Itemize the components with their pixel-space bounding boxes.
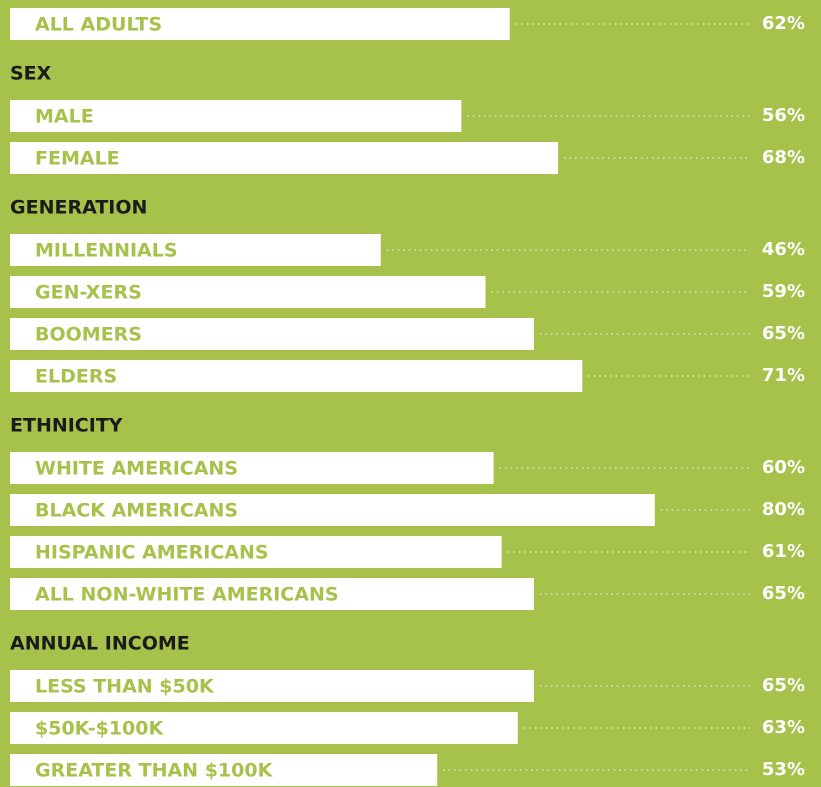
value-label: 61% <box>762 541 805 562</box>
category-label: ALL ADULTS <box>35 14 162 36</box>
bar <box>10 142 559 174</box>
category-label: ELDERS <box>35 366 117 388</box>
bar <box>10 670 534 702</box>
value-label: 63% <box>762 717 805 738</box>
value-label: 62% <box>762 13 805 34</box>
value-label: 80% <box>762 499 805 520</box>
category-label: HISPANIC AMERICANS <box>35 542 269 564</box>
bar <box>10 452 494 484</box>
value-label: 65% <box>762 323 805 344</box>
category-label: ALL NON-WHITE AMERICANS <box>35 584 339 606</box>
value-label: 71% <box>762 365 805 386</box>
value-label: 46% <box>762 239 805 260</box>
category-label: FEMALE <box>35 148 120 170</box>
bar <box>10 494 655 526</box>
value-label: 65% <box>762 675 805 696</box>
value-label: 53% <box>762 759 805 780</box>
category-label: $50K-$100K <box>35 718 164 740</box>
group-heading: ANNUAL INCOME <box>10 633 190 655</box>
value-label: 56% <box>762 105 805 126</box>
category-label: BLACK AMERICANS <box>35 500 238 522</box>
group-heading: SEX <box>10 63 52 85</box>
category-label: WHITE AMERICANS <box>35 458 238 480</box>
bar <box>10 318 534 350</box>
category-label: MILLENNIALS <box>35 240 178 262</box>
value-label: 68% <box>762 147 805 168</box>
bar <box>10 754 438 786</box>
value-label: 60% <box>762 457 805 478</box>
bar <box>10 276 486 308</box>
bar <box>10 578 534 610</box>
bar <box>10 360 583 392</box>
category-label: LESS THAN $50K <box>35 676 215 698</box>
value-label: 59% <box>762 281 805 302</box>
bar <box>10 100 462 132</box>
group-heading: ETHNICITY <box>10 415 123 437</box>
category-label: GEN-XERS <box>35 282 142 304</box>
category-label: GREATER THAN $100K <box>35 760 274 782</box>
group-heading: GENERATION <box>10 197 147 219</box>
category-label: MALE <box>35 106 94 128</box>
bar <box>10 712 518 744</box>
bar <box>10 234 381 266</box>
category-label: BOOMERS <box>35 324 142 346</box>
value-label: 65% <box>762 583 805 604</box>
bar <box>10 8 510 40</box>
bar <box>10 536 502 568</box>
